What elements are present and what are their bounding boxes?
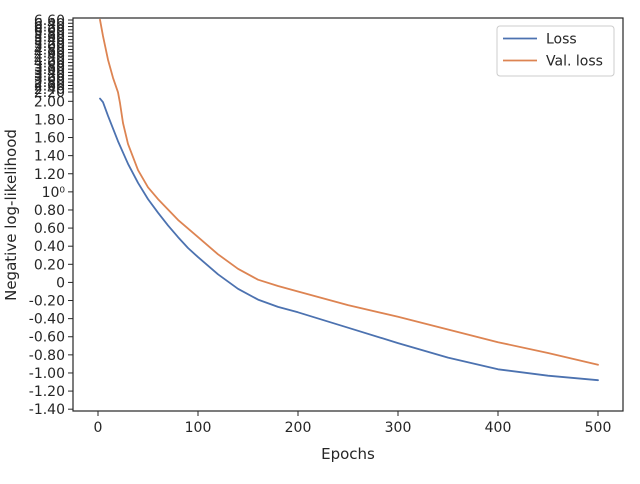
- y-tick-label: 4.20: [34, 52, 65, 68]
- y-tick-label: 2.40: [34, 82, 65, 98]
- x-tick-label: 400: [485, 420, 512, 436]
- legend-label-loss: Loss: [546, 32, 577, 48]
- y-tick-label: -1.00: [29, 366, 65, 382]
- x-axis: 0 100 200 300 400 500: [94, 411, 612, 436]
- x-tick-label: 0: [94, 420, 103, 436]
- y-tick-label: -0.60: [29, 330, 65, 346]
- legend-label-val-loss: Val. loss: [546, 54, 603, 70]
- legend: Loss Val. loss: [496, 25, 615, 77]
- y-tick-label: 1.80: [34, 112, 65, 128]
- series-line-loss: [99, 97, 599, 382]
- y-tick-label: 4.40: [34, 49, 65, 65]
- y-tick-label: 5.60: [34, 29, 65, 45]
- y-tick-label: 0: [56, 275, 65, 291]
- y-axis: -1.40 -1.20 -1.00 -0.80 -0.60 -0.40 -0.20 0 0.20…: [29, 13, 73, 418]
- axes-frame: [72, 17, 624, 412]
- y-tick-label: 1.40: [34, 149, 65, 165]
- plot-frame: [72, 17, 624, 412]
- y-tick-label: 5.20: [34, 36, 65, 52]
- y-tick-label: 5.00: [34, 39, 65, 55]
- x-tick-label: 200: [285, 420, 312, 436]
- y-tick-label: 0.80: [34, 203, 65, 219]
- y-tick-label: 2.00: [34, 94, 65, 110]
- y-tick-label: 6.20: [34, 20, 65, 36]
- y-tick-label: -0.20: [29, 294, 65, 310]
- x-tick-label: 100: [185, 420, 212, 436]
- x-tick-label: 500: [585, 420, 612, 436]
- y-tick-label: 2.80: [34, 75, 65, 91]
- y-tick-label: 4.80: [34, 42, 65, 58]
- y-tick-label: 3.60: [34, 62, 65, 78]
- series-layer: [99, 18, 599, 382]
- y-tick-label: 3.20: [34, 69, 65, 85]
- y-tick-label: 0.40: [34, 239, 65, 255]
- y-tick-label: -0.80: [29, 348, 65, 364]
- y-tick-label: 0.60: [34, 221, 65, 237]
- y-tick-label: 6.40: [34, 16, 65, 32]
- y-tick-label: 3.40: [34, 65, 65, 81]
- y-tick-label: 3.80: [34, 59, 65, 75]
- y-tick-label: 1.20: [34, 167, 65, 183]
- y-tick-label: 2.20: [34, 85, 65, 101]
- y-tick-label: 2.60: [34, 78, 65, 94]
- y-tick-label: 4.60: [34, 46, 65, 62]
- y-tick-label: 4.00: [34, 56, 65, 72]
- y-tick-label: 6.60: [34, 13, 65, 29]
- x-tick-label: 300: [385, 420, 412, 436]
- y-tick-label: 10⁰: [42, 185, 66, 201]
- x-axis-label: Epochs: [321, 445, 375, 463]
- series-line-val-loss: [99, 18, 599, 366]
- y-tick-label: 5.80: [34, 26, 65, 42]
- y-tick-label: -1.20: [29, 384, 65, 400]
- y-tick-label: 3.00: [34, 72, 65, 88]
- y-tick-label: 6.00: [34, 23, 65, 39]
- y-tick-label: -0.40: [29, 312, 65, 328]
- y-tick-label: 0.20: [34, 257, 65, 273]
- y-axis-label: Negative log-likelihood: [2, 129, 20, 301]
- y-tick-label: -1.40: [29, 402, 65, 418]
- y-tick-label: 1.60: [34, 131, 65, 147]
- y-tick-label: 5.40: [34, 33, 65, 49]
